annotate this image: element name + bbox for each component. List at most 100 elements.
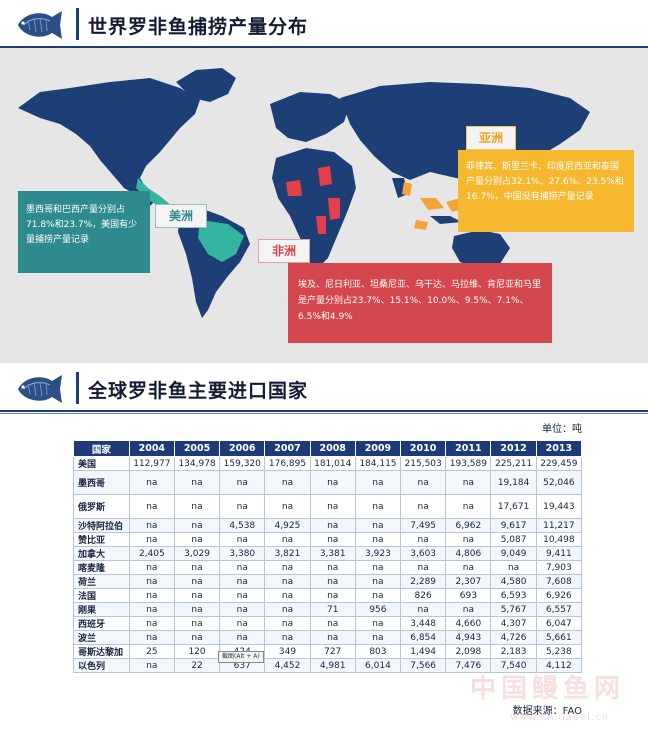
table-row: 法国 na na na na na na 826 693 6,593 6,926 [73, 588, 583, 603]
value-cell: 4,452 [264, 658, 311, 673]
value-cell: 3,029 [173, 546, 221, 561]
asia-label: 亚洲 [466, 126, 516, 150]
value-cell: na [354, 560, 402, 575]
fish-logo-icon [18, 11, 62, 39]
value-cell: 4,538 [219, 518, 266, 533]
table-row: 哥斯达黎加251204243497278031,4942,0982,1835,2… [73, 644, 583, 659]
value-cell: 181,014 [309, 456, 356, 471]
value-cell: na [173, 532, 221, 547]
table-header-row: 国家 2004 2005 2006 2007 2008 2009 2010 20… [73, 440, 583, 457]
value-cell: na [445, 532, 492, 547]
africa-callout-text: 埃及、尼日利亚、坦桑尼亚、乌干达、马拉维、肯尼亚和马里是产量分别占23.7%、1… [298, 280, 542, 322]
value-cell: na [400, 470, 447, 495]
value-cell: na [173, 574, 221, 589]
value-cell: 2,289 [400, 574, 447, 589]
country-cell: 赞比亚 [73, 532, 130, 547]
value-cell: 9,411 [535, 546, 583, 561]
header-year: 2004 [128, 440, 175, 457]
value-cell: 184,115 [354, 456, 402, 471]
value-cell: 727 [309, 644, 356, 659]
header-year: 2012 [490, 440, 537, 457]
imports-table: 国家 2004 2005 2006 2007 2008 2009 2010 20… [73, 440, 583, 673]
table-row: 俄罗斯 na na na na na na na na 17,671 19,443 [73, 494, 583, 519]
value-cell: 6,926 [535, 588, 583, 603]
value-cell: 6,014 [354, 658, 402, 673]
value-cell: 229,459 [535, 456, 583, 471]
value-cell: na [173, 630, 221, 645]
value-cell: na [128, 518, 175, 533]
country-cell: 波兰 [73, 630, 130, 645]
value-cell: 7,540 [490, 658, 537, 673]
value-cell: 6,962 [445, 518, 492, 533]
value-cell: 9,049 [490, 546, 537, 561]
title-accent-bar [76, 8, 79, 40]
value-cell: na [264, 630, 311, 645]
value-cell: na [219, 470, 266, 495]
value-cell: na [354, 494, 402, 519]
value-cell: na [354, 470, 402, 495]
value-cell: 6,593 [490, 588, 537, 603]
value-cell: na [264, 470, 311, 495]
value-cell: na [128, 532, 175, 547]
value-cell: 11,217 [535, 518, 583, 533]
country-cell: 喀麦隆 [73, 560, 130, 575]
table-row: 墨西哥 na na na na na na na na 19,184 52,046 [73, 470, 583, 495]
value-cell: na [400, 560, 447, 575]
value-cell: na [400, 602, 447, 617]
country-cell: 法国 [73, 588, 130, 603]
value-cell: na [309, 518, 356, 533]
table-row: 喀麦隆 na na na na na na na na na 7,903 [73, 560, 583, 575]
value-cell: na [128, 630, 175, 645]
country-cell: 以色列 [73, 658, 130, 673]
value-cell: na [219, 602, 266, 617]
country-cell: 俄罗斯 [73, 494, 130, 519]
value-cell: 193,589 [445, 456, 492, 471]
value-cell: 10,498 [535, 532, 583, 547]
value-cell: na [173, 518, 221, 533]
unit-label: 单位：吨 [542, 424, 582, 435]
value-cell: 3,381 [309, 546, 356, 561]
value-cell: na [128, 602, 175, 617]
table-row: 以色列 na 22 637 4,452 4,981 6,014 7,566 7,476 7,540… [73, 658, 583, 673]
value-cell: 176,895 [264, 456, 311, 471]
value-cell: 6,854 [400, 630, 447, 645]
value-cell: 803 [354, 644, 402, 659]
value-cell: na [309, 630, 356, 645]
value-cell: 5,767 [490, 602, 537, 617]
header-year: 2007 [264, 440, 311, 457]
value-cell: 17,671 [490, 494, 537, 519]
value-cell: na [309, 494, 356, 519]
value-cell: na [354, 588, 402, 603]
page-title: 全球罗非鱼主要进口国家 [88, 380, 309, 402]
value-cell: na [264, 532, 311, 547]
value-cell: na [219, 574, 266, 589]
header-year: 2011 [445, 440, 492, 457]
value-cell: 3,448 [400, 616, 447, 631]
value-cell: na [354, 574, 402, 589]
africa-label: 非洲 [258, 239, 310, 263]
america-label: 美洲 [155, 204, 207, 228]
value-cell: na [400, 532, 447, 547]
value-cell: 19,443 [535, 494, 583, 519]
header-year: 2013 [535, 440, 583, 457]
value-cell: 7,608 [535, 574, 583, 589]
value-cell: na [264, 588, 311, 603]
slide-header: 世界罗非鱼捕捞产量分布 [0, 0, 648, 48]
asia-callout: 菲律宾、斯里兰卡、印度尼西亚和泰国产量分别占32.1%、27.6%、23.5%和… [458, 150, 634, 232]
header-year: 2008 [309, 440, 356, 457]
value-cell: na [219, 630, 266, 645]
value-cell: 2,405 [128, 546, 175, 561]
value-cell: na [309, 532, 356, 547]
value-cell: na [400, 494, 447, 519]
value-cell: na [264, 494, 311, 519]
screenshot-tooltip: 截图(Alt + A) [218, 651, 264, 663]
value-cell: 2,098 [445, 644, 492, 659]
value-cell: na [173, 588, 221, 603]
africa-callout: 埃及、尼日利亚、坦桑尼亚、乌干达、马拉维、肯尼亚和马里是产量分别占23.7%、1… [288, 263, 552, 343]
header-divider [0, 410, 648, 412]
header-year: 2005 [173, 440, 221, 457]
value-cell: 7,903 [535, 560, 583, 575]
value-cell: na [309, 560, 356, 575]
value-cell: 5,238 [535, 644, 583, 659]
value-cell: na [128, 658, 175, 673]
